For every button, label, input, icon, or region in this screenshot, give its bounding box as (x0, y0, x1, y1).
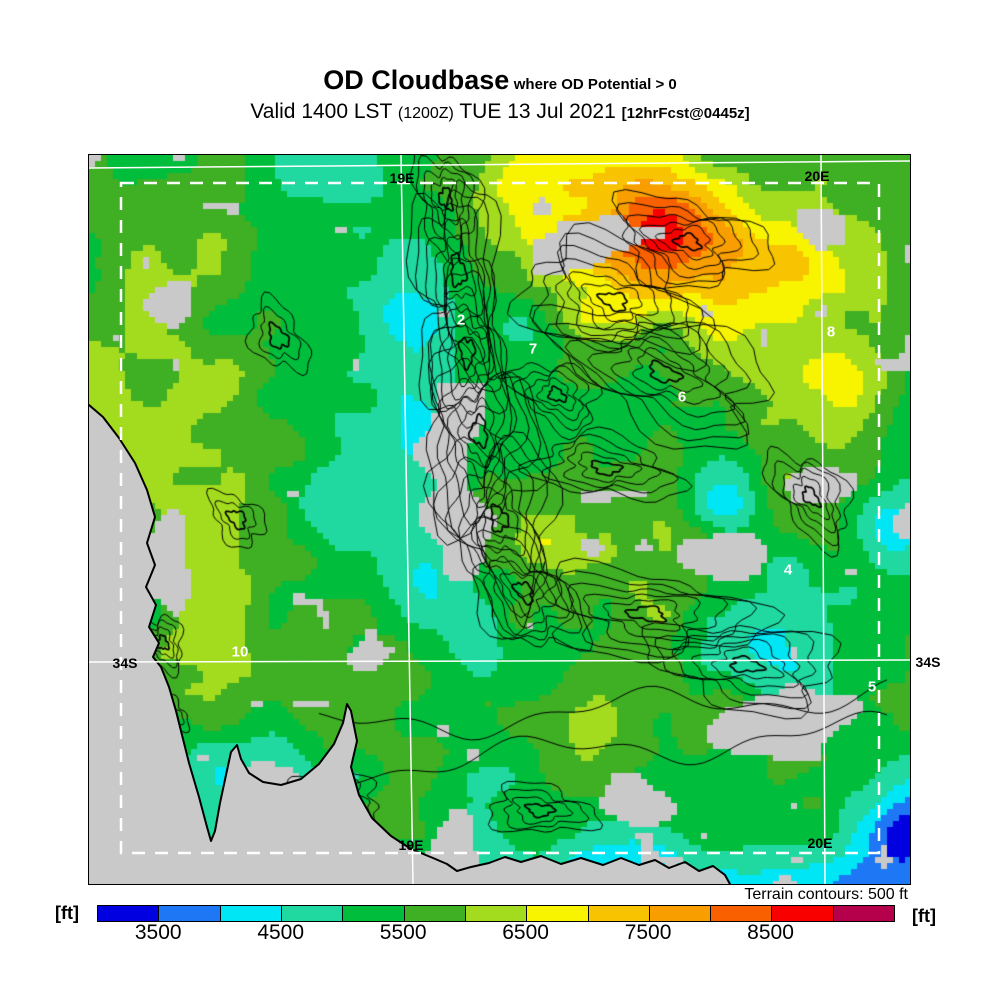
colorbar-tick: 3500 (134, 921, 182, 944)
colorbar-tick: 7500 (624, 921, 672, 944)
colorbar-segment (527, 906, 589, 921)
title-main: OD Cloudbase (323, 65, 510, 95)
page-title: OD Cloudbase where OD Potential > 0 (0, 64, 1000, 98)
grid-label-19e: 19E (389, 170, 415, 186)
title-block: OD Cloudbase where OD Potential > 0 Vali… (0, 64, 1000, 125)
colorbar-tick: 6500 (502, 921, 549, 944)
waypoint-label-6: 6 (677, 388, 687, 406)
parallel-top (89, 160, 910, 169)
terrain-contours-layer (89, 155, 910, 884)
colorbar-unit-right: [ft] (912, 906, 936, 926)
grid-label-20e: 20E (807, 835, 833, 851)
colorbar-tick: 5500 (379, 921, 427, 944)
colorbar-segment (649, 906, 712, 921)
forecast-map (88, 154, 911, 885)
colorbar-segment (772, 906, 834, 921)
grid-label-19e: 19E (398, 837, 424, 853)
grid-label-20e: 20E (804, 168, 830, 184)
colorbar-segment (833, 906, 895, 921)
waypoint-label-10: 10 (231, 643, 249, 661)
colorbar (97, 905, 895, 922)
colorbar-segment (404, 906, 466, 921)
parallel-34s (89, 659, 910, 663)
colorbar-segment (159, 906, 221, 921)
colorbar-segment (281, 906, 344, 921)
title-qualifier: where OD Potential > 0 (513, 76, 677, 93)
colorbar-segment (220, 906, 282, 921)
colorbar-segment (711, 906, 773, 921)
waypoint-label-4: 4 (783, 561, 793, 579)
inner-domain-dashed-box (119, 181, 881, 855)
grid-label-34s: 34S (915, 654, 941, 670)
meridian-20e (820, 155, 826, 884)
coastline-layer (89, 404, 732, 884)
meridian-19e (400, 155, 414, 884)
valid-date: TUE 13 Jul 2021 (459, 99, 616, 123)
colorbar-segment (588, 906, 650, 921)
waypoint-label-2: 2 (456, 311, 466, 329)
colorbar-segment (465, 906, 528, 921)
colorbar-unit-left: [ft] (55, 903, 79, 923)
valid-prefix: Valid 1400 LST (250, 99, 393, 123)
terrain-contours-note: Terrain contours: 500 ft (744, 886, 908, 903)
colorbar-tick: 8500 (747, 921, 794, 944)
waypoint-label-8: 8 (826, 323, 836, 341)
colorbar-tick: 4500 (257, 921, 305, 944)
grid-label-34s: 34S (112, 655, 138, 671)
sea-polygon (89, 404, 732, 884)
colorbar-segment (343, 906, 405, 921)
waypoint-label-7: 7 (528, 340, 538, 358)
waypoint-label-5: 5 (867, 678, 877, 696)
valid-time-line: Valid 1400 LST (1200Z) TUE 13 Jul 2021 [… (0, 99, 1000, 125)
valid-zulu: (1200Z) (397, 104, 454, 122)
colorbar-segment (98, 906, 160, 921)
forecast-tag: [12hrFcst@0445z] (621, 104, 750, 122)
graticule-layer (89, 155, 910, 884)
